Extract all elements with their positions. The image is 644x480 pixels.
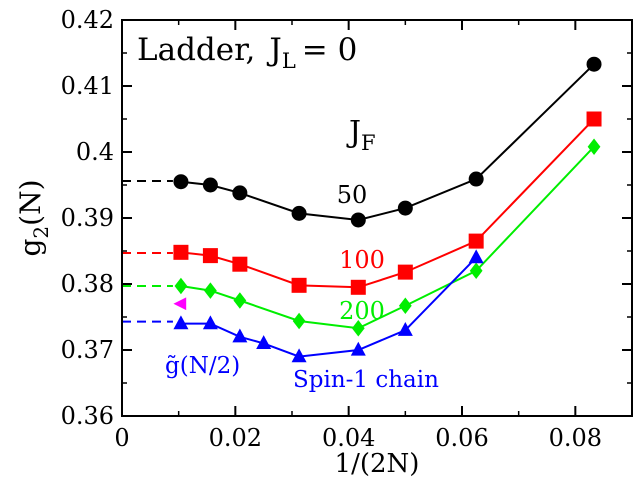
y-tick-label-5: 0.41	[61, 72, 114, 100]
data-point-1-6	[468, 233, 484, 249]
y-axis-label-subscript: 2	[29, 226, 53, 239]
x-ticks: 0 0.02 0.04 0.06 0.08	[114, 20, 602, 452]
panel-title-ladder: Ladder,	[137, 32, 255, 68]
data-point-0-0	[173, 174, 189, 190]
data-point-0-2	[232, 185, 248, 201]
x-tick-label-0: 0	[114, 424, 129, 452]
data-point-3-6	[397, 321, 413, 336]
x-axis-label: 1/(2N)	[335, 449, 420, 479]
plot-content	[122, 56, 602, 363]
series-1	[122, 111, 602, 295]
series-label-50: 50	[337, 181, 368, 209]
data-point-0-1	[202, 177, 218, 193]
data-point-2-3	[292, 312, 306, 330]
y-tick-label-6: 0.42	[61, 6, 114, 34]
data-point-3-5	[350, 341, 366, 356]
data-point-1-2	[232, 256, 248, 272]
series-label-100: 100	[339, 246, 385, 274]
data-point-1-5	[397, 264, 413, 280]
y-axis-label-argument: (N)	[14, 179, 47, 225]
data-point-2-7	[587, 138, 601, 155]
panel-title: Ladder, JL = 0	[137, 32, 357, 73]
x-tick-label-1: 0.02	[209, 424, 262, 452]
panel-title-j: J	[266, 32, 281, 68]
legend-jf: JF	[346, 115, 376, 155]
y-tick-label-0: 0.36	[61, 402, 114, 430]
legend-jf-j: J	[346, 115, 361, 150]
y-tick-label-4: 0.4	[76, 138, 114, 166]
data-point-3-2	[232, 328, 248, 343]
series-line-3	[180, 256, 477, 358]
y-tick-label-1: 0.37	[61, 336, 114, 364]
panel-title-j-subscript: L	[282, 49, 296, 73]
y-tick-label-3: 0.39	[61, 204, 114, 232]
x-tick-label-4: 0.08	[549, 424, 602, 452]
series-label-gtilde: g̃(N/2)	[165, 353, 240, 379]
y-ticks: 0.36 0.37 0.38 0.39 0.4 0.41 0.42	[61, 6, 632, 430]
data-point-0-5	[397, 200, 413, 216]
panel-title-equals: = 0	[302, 32, 358, 68]
legend-jf-subscript: F	[361, 131, 376, 155]
data-point-3-3	[256, 335, 272, 350]
data-point-0-7	[586, 56, 602, 72]
series-2	[122, 138, 601, 337]
data-point-2-5	[398, 297, 412, 315]
data-point-2-1	[204, 282, 217, 299]
data-point-1-4	[350, 279, 366, 295]
data-point-1-3	[291, 277, 307, 293]
data-point-3-4	[291, 348, 307, 363]
data-point-3-7	[468, 249, 484, 264]
data-point-1-1	[202, 248, 218, 264]
data-point-2-2	[233, 292, 247, 309]
data-point-1-0	[173, 244, 189, 260]
series-3	[122, 249, 484, 363]
data-point-3-0	[173, 315, 189, 330]
data-point-0-6	[468, 171, 484, 187]
series-label-200: 200	[339, 297, 385, 325]
data-point-2-4	[351, 319, 365, 337]
series-label-spin1-chain: Spin-1 chain	[293, 367, 439, 393]
data-point-2-6	[469, 262, 483, 280]
y-axis-label: g2(N)	[14, 179, 53, 256]
y-tick-label-2: 0.38	[61, 270, 114, 298]
data-point-0-4	[350, 212, 366, 228]
data-point-2-0	[174, 277, 188, 295]
extra-point-0	[173, 297, 187, 311]
data-point-0-3	[291, 205, 307, 221]
data-point-1-7	[586, 111, 602, 127]
series-0	[122, 56, 602, 228]
x-tick-label-3: 0.06	[435, 424, 488, 452]
data-point-3-1	[202, 315, 218, 330]
x-tick-label-2: 0.04	[322, 424, 375, 452]
